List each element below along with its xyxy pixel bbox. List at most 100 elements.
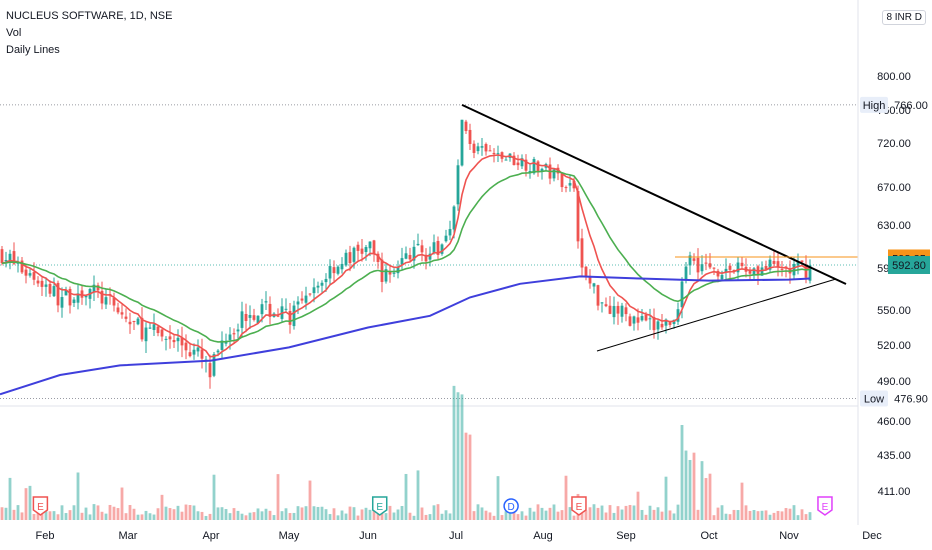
- candle: [696, 248, 700, 281]
- volume-bar: [752, 510, 756, 520]
- candle: [360, 238, 364, 262]
- candle: [516, 154, 520, 171]
- volume-bar: [120, 487, 124, 520]
- candle: [72, 297, 76, 307]
- descending-trendline[interactable]: [461, 103, 847, 285]
- candle: [132, 320, 136, 330]
- volume-bar: [344, 513, 348, 520]
- volume-bar: [72, 505, 76, 520]
- volume-bar: [4, 507, 8, 520]
- volume-bar: [628, 504, 632, 520]
- candle: [456, 159, 460, 211]
- event-letter: D: [507, 502, 514, 513]
- volume-bar: [132, 508, 136, 520]
- candle: [20, 256, 24, 274]
- price-tick-label: 435.00: [877, 450, 911, 462]
- volume-bar: [12, 509, 16, 520]
- candle: [128, 312, 132, 334]
- volume-bar: [96, 505, 100, 520]
- symbol-title: NUCLEUS SOFTWARE, 1D, NSE: [6, 10, 173, 22]
- candle: [776, 252, 780, 277]
- volume-bar: [424, 514, 428, 520]
- event-marker[interactable]: E: [571, 496, 587, 516]
- candle: [488, 144, 492, 152]
- volume-bar: [448, 513, 452, 520]
- volume-bar: [796, 515, 800, 520]
- event-letter: E: [822, 502, 829, 513]
- volume-bar: [588, 507, 592, 520]
- volume-bar: [708, 473, 712, 520]
- time-tick-label: Aug: [533, 530, 553, 542]
- candle: [84, 295, 88, 306]
- candle: [476, 142, 480, 155]
- candle: [168, 325, 172, 349]
- volume-bar: [228, 513, 232, 520]
- candle: [580, 228, 584, 277]
- candle: [760, 261, 764, 276]
- volume-bar: [252, 512, 256, 520]
- volume-bar: [716, 507, 720, 520]
- candle: [608, 296, 612, 315]
- volume-bar: [348, 506, 352, 520]
- ema-short-line: [1, 154, 811, 358]
- candle: [412, 240, 416, 269]
- time-axis[interactable]: Feb Mar Apr May Jun Jul Aug Sep Oct Nov Dec: [36, 530, 883, 542]
- volume-bar: [672, 513, 676, 520]
- volume-bar: [128, 505, 132, 520]
- volume-bar: [604, 512, 608, 520]
- volume-bar: [144, 510, 148, 520]
- candle: [624, 303, 628, 322]
- candle: [188, 342, 192, 358]
- volume-bar: [732, 509, 736, 520]
- volume-bar: [480, 507, 484, 520]
- candle: [104, 289, 108, 309]
- volume-bar: [356, 515, 360, 520]
- time-tick-label: Sep: [616, 530, 636, 542]
- volume-bar: [776, 510, 780, 520]
- candle: [520, 154, 524, 169]
- volume-bar: [476, 504, 480, 520]
- volume-bar: [612, 512, 616, 520]
- volume-bar: [248, 512, 252, 520]
- volume-bar: [0, 507, 4, 520]
- event-marker[interactable]: D: [503, 498, 519, 514]
- volume-bar: [360, 509, 364, 520]
- volume-bar: [496, 476, 500, 520]
- candle: [16, 256, 20, 273]
- event-marker[interactable]: E: [817, 496, 833, 516]
- candle: [136, 317, 140, 326]
- candle: [48, 280, 52, 298]
- volume-bar: [28, 485, 32, 520]
- candle: [604, 297, 608, 308]
- candle: [300, 291, 304, 304]
- event-marker[interactable]: E: [371, 496, 388, 516]
- candle: [284, 298, 288, 312]
- candle: [748, 267, 752, 280]
- volume-bar: [380, 512, 384, 520]
- candle: [632, 315, 636, 331]
- candle: [100, 281, 104, 310]
- currency-badge[interactable]: 8 INR D: [882, 10, 926, 25]
- volume-bar: [188, 505, 192, 520]
- volume-bar: [592, 504, 596, 520]
- event-marker[interactable]: E: [32, 496, 49, 516]
- volume-legend: Vol: [6, 27, 22, 39]
- volume-bar: [408, 512, 412, 520]
- ascending-trendline[interactable]: [596, 278, 837, 352]
- time-tick-label: Dec: [862, 530, 882, 542]
- volume-bar: [116, 508, 120, 520]
- volume-bar: [296, 506, 300, 520]
- volume-bar: [600, 505, 604, 520]
- candle: [496, 145, 500, 162]
- volume-bar: [264, 508, 268, 520]
- volume-bar: [720, 505, 724, 520]
- candle: [660, 313, 664, 330]
- price-axis[interactable]: 800.00760.00720.00670.00630.00590.00550.…: [857, 0, 930, 525]
- candle: [316, 281, 320, 294]
- volume-bar: [172, 509, 176, 520]
- candle: [372, 239, 376, 262]
- candle: [348, 245, 352, 272]
- volume-bar: [140, 514, 144, 520]
